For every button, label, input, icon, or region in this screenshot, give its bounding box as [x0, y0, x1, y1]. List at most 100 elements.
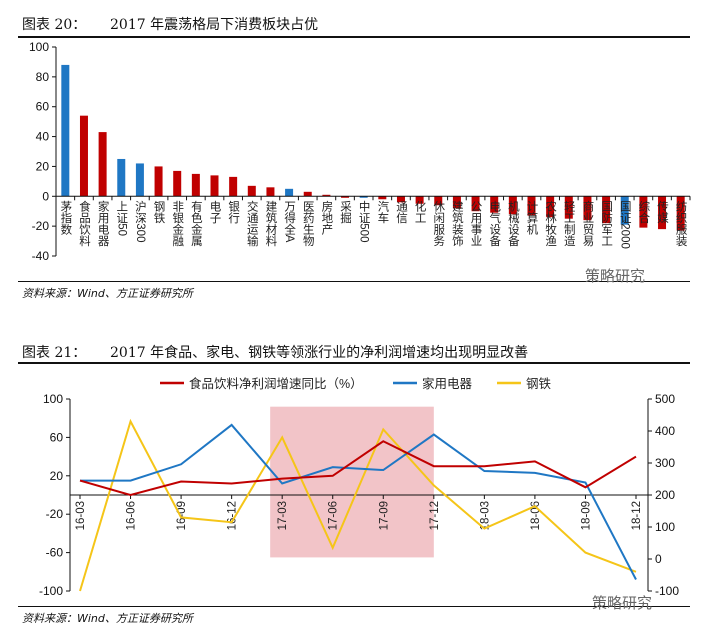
- x-tick-label: 有色金属: [190, 199, 203, 247]
- x-tick-label: 沪深300: [134, 199, 147, 242]
- bar: [303, 191, 312, 197]
- legend-label: 钢铁: [526, 377, 552, 391]
- figure2-title: 2017 年食品、家电、钢铁等领涨行业的净利润增速均出现明显改善: [110, 345, 529, 361]
- x-tick-label: 17-09: [378, 501, 390, 530]
- x-tick-label: 采掘: [339, 200, 352, 224]
- x-tick-label: 中证500: [358, 200, 371, 242]
- bar: [452, 196, 461, 209]
- x-tick-label: 通信: [395, 200, 408, 224]
- bar: [117, 158, 126, 197]
- x-tick-label: 18-12: [631, 501, 643, 530]
- y-tick-label: 0: [42, 189, 49, 203]
- x-tick-label: 传媒: [656, 199, 669, 224]
- x-tick-label: 交通运输: [246, 199, 259, 247]
- x-tick-label: 16-12: [227, 501, 239, 530]
- bar: [564, 196, 573, 219]
- right-y-tick-label: 400: [655, 424, 675, 438]
- bar: [378, 196, 387, 200]
- bar: [322, 194, 331, 197]
- right-y-tick-label: 200: [655, 488, 675, 502]
- left-y-tick-label: 20: [50, 469, 64, 483]
- right-y-tick-label: -100: [655, 584, 679, 598]
- left-y-tick-label: -60: [46, 546, 64, 560]
- x-tick-label: 非银金融: [171, 200, 184, 247]
- x-tick-label: 汽车: [376, 199, 389, 224]
- x-tick-label: 休闲服务: [432, 200, 445, 246]
- x-tick-label: 医药生物: [302, 200, 315, 246]
- x-tick-label: 农林牧渔: [544, 199, 557, 247]
- bar: [154, 166, 163, 197]
- bar: [396, 196, 405, 203]
- figure1-label: 图表 20：: [22, 17, 87, 33]
- y-tick-label: 40: [36, 130, 50, 144]
- legend-label: 食品饮料净利润增速同比（%）: [189, 376, 363, 391]
- x-tick-label: 房地产: [320, 200, 333, 235]
- x-tick-label: 16-03: [75, 501, 87, 530]
- shaded-period: [270, 406, 434, 558]
- x-tick-label: 综合: [637, 199, 650, 223]
- x-tick-label: 纺织服装: [675, 199, 688, 247]
- x-tick-label: 17-03: [277, 501, 289, 530]
- bar: [415, 196, 424, 204]
- bar: [191, 173, 200, 197]
- y-tick-label: -40: [32, 249, 50, 263]
- x-tick-label: 16-09: [176, 501, 188, 530]
- x-tick-label: 食品饮料: [78, 199, 91, 247]
- bar: [79, 115, 88, 197]
- bar: [583, 196, 592, 221]
- bar: [229, 176, 238, 197]
- y-tick-label: 100: [29, 40, 49, 54]
- bar: [247, 185, 256, 197]
- bar: [135, 163, 144, 197]
- x-tick-label: 茅指数: [59, 200, 72, 235]
- x-tick-label: 机械设备: [507, 199, 520, 247]
- x-tick-label: 18-06: [530, 501, 542, 530]
- bar: [676, 196, 685, 231]
- x-tick-label: 家用电器: [97, 199, 110, 247]
- series-line-2: [80, 423, 637, 580]
- left-y-tick-label: 60: [50, 430, 64, 444]
- bar: [620, 196, 629, 225]
- bar: [285, 188, 294, 197]
- x-tick-label: 国防军工: [600, 200, 613, 246]
- bar: [210, 175, 219, 197]
- bar: [508, 196, 517, 215]
- figure2-source: 资料来源：Wind、方正证券研究所: [22, 612, 193, 625]
- bar: [341, 196, 350, 198]
- x-tick-label: 公用事业: [470, 200, 483, 246]
- bar: [471, 196, 480, 212]
- bar: [266, 187, 275, 197]
- right-y-tick-label: 0: [655, 552, 662, 566]
- right-y-tick-label: 300: [655, 456, 675, 470]
- x-tick-label: 电子: [209, 200, 222, 223]
- bar: [658, 196, 667, 230]
- y-tick-label: 80: [36, 70, 50, 84]
- figure1-title-rule: [18, 36, 690, 38]
- y-tick-label: -20: [32, 219, 50, 233]
- figure2-watermark: 策略研究: [592, 594, 653, 612]
- series-line-1: [79, 440, 637, 497]
- x-tick-label: 16-06: [126, 501, 138, 530]
- bar: [602, 196, 611, 224]
- bar: [173, 170, 182, 197]
- x-tick-label: 商业贸易: [581, 199, 594, 247]
- figure1-watermark: 策略研究: [585, 267, 646, 285]
- figure2-title-rule: [18, 362, 690, 364]
- legend-label: 家用电器: [422, 376, 473, 391]
- figure2-source-rule: [18, 606, 690, 607]
- figure1-source-rule: [18, 281, 690, 282]
- bar: [359, 196, 368, 198]
- left-y-tick-label: -20: [46, 507, 64, 521]
- figure1-source: 资料来源：Wind、方正证券研究所: [22, 287, 193, 300]
- bar: [527, 196, 536, 216]
- x-tick-label: 化工: [414, 199, 427, 223]
- bar: [546, 196, 555, 218]
- x-tick-label: 上证50: [115, 200, 128, 236]
- x-tick-label: 建筑装饰: [451, 199, 464, 246]
- left-y-tick-label: -100: [39, 584, 63, 598]
- x-tick-label: 钢铁: [153, 200, 166, 223]
- y-tick-label: 60: [36, 100, 50, 114]
- figure2-label: 图表 21：: [22, 345, 87, 361]
